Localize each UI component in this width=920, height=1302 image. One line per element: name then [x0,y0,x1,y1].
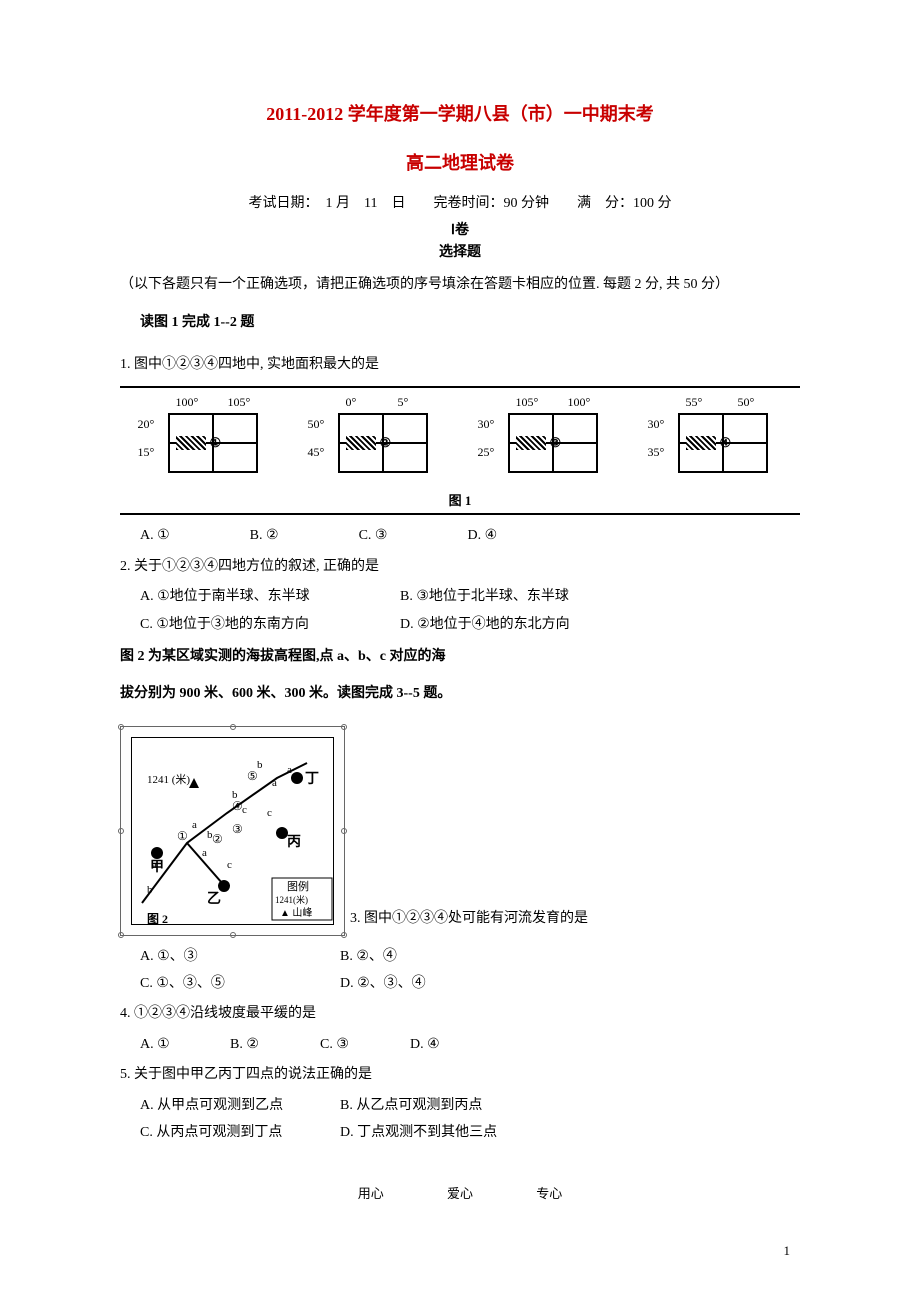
svg-text:③: ③ [232,822,243,836]
part-label: Ⅰ卷 [120,220,800,242]
svg-text:丙: 丙 [287,834,301,850]
q4-opt-a: A. ① [140,1034,230,1056]
q3-opt-b: B. ②、④ [340,946,397,968]
fig2-svg: b a a b c c a b a c a b 1241 (米) ① ② ③ ④ [132,738,337,928]
question-5-text: 5. 关于图中甲乙丙丁四点的说法正确的是 [120,1064,800,1086]
q2-options-row2: C. ①地位于③地的东南方向 D. ②地位于④地的东北方向 [140,614,800,636]
svg-text:▲ 山峰: ▲ 山峰 [280,907,312,919]
question-2-text: 2. 关于①②③④四地方位的叙述, 正确的是 [120,556,800,578]
q4-opt-d: D. ④ [410,1034,500,1056]
svg-text:c: c [227,859,232,871]
svg-text:b: b [147,884,153,896]
q1-opt-b: B. ② [250,525,279,547]
q1-options: A. ① B. ② C. ③ D. ④ [140,525,800,547]
q5-opt-b: B. 从乙点可观测到丙点 [340,1095,482,1117]
fig1-g2-latb: 45° [308,443,325,462]
fig1-g3-latt: 30° [478,415,495,434]
heading-q3-5-line2: 拔分别为 900 米、600 米、300 米。读图完成 3--5 题。 [120,683,800,705]
fig1-label: 图 1 [449,491,472,512]
fig1-g4-lonl: 55° [686,393,703,412]
svg-text:图 2: 图 2 [147,912,168,926]
q2-opt-c: C. ①地位于③地的东南方向 [140,614,400,636]
q5-opt-c: C. 从丙点可观测到丁点 [140,1122,340,1144]
q4-options: A. ① B. ② C. ③ D. ④ [140,1034,800,1056]
q5-opt-d: D. 丁点观测不到其他三点 [340,1122,497,1144]
svg-text:1241(米): 1241(米) [275,894,308,905]
question-3-text: 3. 图中①②③④处可能有河流发育的是 [345,908,588,935]
q3-opt-a: A. ①、③ [140,946,340,968]
fig1-g3-mark: ③ [550,433,562,454]
fig1-g3-lonl: 105° [516,393,539,412]
fig1-g1-latt: 20° [138,415,155,434]
q5-options-row1: A. 从甲点可观测到乙点 B. 从乙点可观测到丙点 [140,1095,800,1117]
q3-options-row1: A. ①、③ B. ②、④ [140,946,800,968]
svg-text:②: ② [212,832,223,846]
instructions: （以下各题只有一个正确选项，请把正确选项的序号填涂在答题卡相应的位置. 每题 2… [120,273,800,297]
footer-a: 用心 [358,1186,384,1201]
fig1-g4-latb: 35° [648,443,665,462]
q2-opt-d: D. ②地位于④地的东北方向 [400,614,660,636]
question-4-text: 4. ①②③④沿线坡度最平缓的是 [120,1003,800,1025]
page-number: 1 [784,1241,791,1262]
svg-text:甲: 甲 [150,859,164,875]
fig1-g2-latt: 50° [308,415,325,434]
fig1-grid-3: 105° 100° 30° 25° ③ [468,393,623,488]
exam-info: 考试日期： 1 月 11 日 完卷时间：90 分钟 满 分：100 分 [120,193,800,215]
question-1-text: 1. 图中①②③④四地中, 实地面积最大的是 [120,354,800,376]
svg-text:c: c [267,807,272,819]
svg-text:图例: 图例 [287,879,309,893]
svg-text:a: a [192,819,197,831]
svg-text:a: a [287,764,292,776]
svg-text:乙: 乙 [207,891,221,907]
title-sub: 高二地理试卷 [120,149,800,178]
svg-text:④: ④ [232,799,243,813]
footer-b: 爱心 [447,1186,473,1201]
fig1-g2-lonl: 0° [346,393,357,412]
q5-opt-a: A. 从甲点可观测到乙点 [140,1095,340,1117]
q3-options-row2: C. ①、③、⑤ D. ②、③、④ [140,973,800,995]
fig1-g3-latb: 25° [478,443,495,462]
fig1-g1-latb: 15° [138,443,155,462]
svg-text:a: a [272,777,277,789]
fig1-grid-2: 0° 5° 50° 45° ② [298,393,453,488]
svg-text:a: a [202,847,207,859]
q3-opt-c: C. ①、③、⑤ [140,973,340,995]
svg-text:1241 (米): 1241 (米) [147,773,190,786]
q5-options-row2: C. 从丙点可观测到丁点 D. 丁点观测不到其他三点 [140,1122,800,1144]
svg-text:①: ① [177,829,188,843]
fig1-g1-lonl: 100° [176,393,199,412]
heading-q1-2: 读图 1 完成 1--2 题 [140,312,800,334]
svg-text:丁: 丁 [305,772,319,787]
section-label: 选择题 [120,242,800,264]
q2-opt-a: A. ①地位于南半球、东半球 [140,586,400,608]
fig1-g1-lonr: 105° [228,393,251,412]
svg-text:b: b [257,759,263,771]
figure-2-wrap: b a a b c c a b a c a b 1241 (米) ① ② ③ ④ [120,726,800,936]
footer-c: 专心 [536,1186,562,1201]
figure-2: b a a b c c a b a c a b 1241 (米) ① ② ③ ④ [120,726,345,936]
svg-text:⑤: ⑤ [247,769,258,783]
fig1-grid-1: 100° 105° 20° 15° ① [128,393,283,488]
fig1-grid-4: 55° 50° 30° 35° ④ [638,393,793,488]
fig1-g4-latt: 30° [648,415,665,434]
q3-opt-d: D. ②、③、④ [340,973,426,995]
fig1-g4-lonr: 50° [738,393,755,412]
fig1-g2-mark: ② [380,433,392,454]
q1-opt-a: A. ① [140,525,170,547]
q4-opt-b: B. ② [230,1034,320,1056]
fig1-g2-lonr: 5° [398,393,409,412]
fig1-g1-mark: ① [210,433,222,454]
q2-options-row1: A. ①地位于南半球、东半球 B. ③地位于北半球、东半球 [140,586,800,608]
q1-opt-c: C. ③ [359,525,388,547]
figure-1: 100° 105° 20° 15° ① 0° 5° 50° 45° ② 105°… [120,386,800,515]
title-main: 2011-2012 学年度第一学期八县（市）一中期末考 [120,100,800,129]
fig1-g3-lonr: 100° [568,393,591,412]
q4-opt-c: C. ③ [320,1034,410,1056]
heading-q3-5-line1: 图 2 为某区域实测的海拔高程图,点 a、b、c 对应的海 [120,646,800,668]
footer: 用心 爱心 专心 [120,1184,800,1205]
q1-opt-d: D. ④ [467,525,497,547]
fig1-g4-mark: ④ [720,433,732,454]
q2-opt-b: B. ③地位于北半球、东半球 [400,586,660,608]
